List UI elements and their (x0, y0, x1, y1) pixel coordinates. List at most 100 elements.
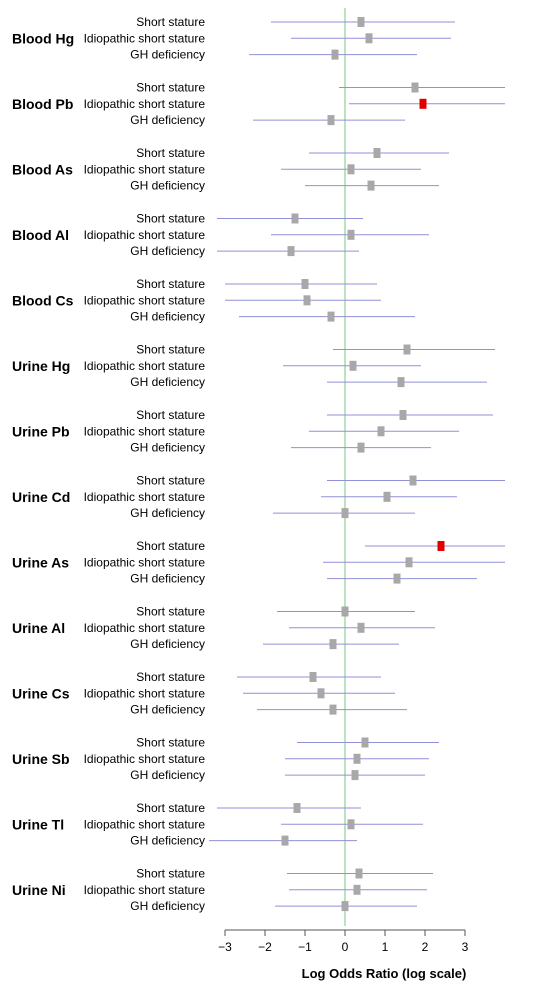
x-tick-label: −1 (298, 940, 312, 954)
row-label: Short stature (136, 474, 205, 488)
row-label: Short stature (136, 408, 205, 422)
row-label: Idiopathic short stature (84, 97, 206, 111)
group-urine-tl: Urine Tl Short stature Idiopathic short st… (12, 801, 423, 848)
point-estimate (351, 770, 359, 781)
row-label: Short stature (136, 277, 205, 291)
row-label: Short stature (136, 736, 205, 750)
point-estimate (373, 148, 381, 158)
group-label: Blood As (12, 161, 73, 177)
row-label: Idiopathic short stature (84, 490, 206, 504)
point-estimate (399, 410, 407, 420)
point-estimate (405, 557, 413, 568)
row-label: GH deficiency (130, 244, 205, 258)
row-label: Short stature (136, 212, 205, 226)
row-label: Short stature (136, 81, 205, 95)
point-estimate (329, 639, 337, 650)
point-estimate (353, 884, 361, 895)
point-estimate (281, 835, 289, 846)
group-urine-cs: Urine Cs Short stature Idiopathic short st… (12, 670, 407, 717)
point-estimate (341, 901, 349, 912)
row-label: Idiopathic short stature (84, 686, 206, 700)
row-label: Idiopathic short stature (84, 752, 206, 766)
group-label: Urine Cd (12, 489, 70, 505)
point-estimate (403, 344, 411, 355)
row-label: GH deficiency (130, 637, 205, 651)
group-label: Urine Hg (12, 358, 70, 374)
x-tick-label: 2 (422, 940, 429, 954)
point-estimate (327, 311, 335, 322)
x-axis-title: Log Odds Ratio (log scale) (302, 966, 467, 981)
group-label: Blood Cs (12, 292, 74, 308)
group-urine-hg: Urine Hg Short stature Idiopathic short st… (12, 343, 495, 389)
row-label: GH deficiency (130, 834, 205, 848)
point-estimate (329, 704, 337, 715)
row-label: Idiopathic short stature (84, 293, 206, 307)
group-label: Blood Hg (12, 30, 74, 46)
point-estimate (357, 442, 365, 453)
point-estimate (367, 180, 375, 191)
group-label: Urine As (12, 554, 69, 570)
row-label: Short stature (136, 801, 205, 815)
point-estimate (293, 803, 301, 813)
point-estimate (309, 672, 317, 682)
point-estimate-significant (419, 98, 427, 109)
point-estimate (301, 279, 309, 289)
row-label: GH deficiency (130, 572, 205, 586)
row-label: Short stature (136, 146, 205, 160)
row-label: GH deficiency (130, 113, 205, 127)
point-estimate (357, 17, 365, 27)
row-label: Idiopathic short stature (84, 31, 206, 45)
point-estimate (377, 426, 385, 437)
row-label: GH deficiency (130, 506, 205, 520)
row-label: GH deficiency (130, 48, 205, 62)
point-estimate (347, 229, 355, 240)
group-blood-as: Blood As Short stature Idiopathic short st… (12, 146, 449, 193)
point-estimate (291, 213, 299, 224)
row-label: Short stature (136, 670, 205, 684)
point-estimate (347, 819, 355, 830)
group-blood-hg: Blood Hg Short stature Idiopathic short st… (12, 15, 455, 62)
x-tick-label: −2 (258, 940, 272, 954)
group-label: Urine Tl (12, 816, 64, 832)
row-label: Idiopathic short stature (84, 883, 206, 897)
point-estimate (393, 573, 401, 584)
x-tick-label: 0 (342, 940, 349, 954)
point-estimate (397, 377, 405, 388)
point-estimate (303, 295, 311, 306)
x-tick-label: 3 (462, 940, 469, 954)
point-estimate (355, 868, 363, 879)
row-label: Idiopathic short stature (84, 162, 206, 176)
row-label: GH deficiency (130, 179, 205, 193)
row-label: Idiopathic short stature (84, 621, 206, 635)
row-label: Idiopathic short stature (84, 359, 206, 373)
group-blood-pb: Blood Pb Short stature Idiopathic short st… (12, 81, 505, 127)
group-label: Blood Al (12, 227, 69, 243)
point-estimate (383, 491, 391, 502)
row-label: Short stature (136, 15, 205, 29)
group-label: Urine Cs (12, 685, 70, 701)
group-blood-al: Blood Al Short stature Idiopathic short st… (12, 212, 429, 258)
group-urine-al: Urine Al Short stature Idiopathic short st… (12, 605, 435, 651)
point-estimate (347, 164, 355, 175)
group-label: Urine Sb (12, 751, 70, 767)
group-urine-as: Urine As Short stature Idiopathic short st… (12, 539, 505, 586)
row-label: Idiopathic short stature (84, 228, 206, 242)
x-tick-label: 1 (382, 940, 389, 954)
group-label: Urine Al (12, 620, 65, 636)
row-label: GH deficiency (130, 375, 205, 389)
point-estimate (287, 246, 295, 257)
row-label: Idiopathic short stature (84, 817, 206, 831)
point-estimate (365, 33, 373, 44)
group-urine-sb: Urine Sb Short stature Idiopathic short st… (12, 736, 439, 782)
group-urine-cd: Urine Cd Short stature Idiopathic short st… (12, 474, 505, 520)
group-urine-pb: Urine Pb Short stature Idiopathic short st… (12, 408, 493, 455)
point-estimate (317, 688, 325, 699)
point-estimate-significant (437, 541, 445, 551)
row-label: GH deficiency (130, 703, 205, 717)
row-label: GH deficiency (130, 310, 205, 324)
x-tick-label: −3 (218, 940, 232, 954)
row-label: Short stature (136, 343, 205, 357)
point-estimate (341, 508, 349, 519)
point-estimate (331, 49, 339, 60)
group-blood-cs: Blood Cs Short stature Idiopathic short st… (12, 277, 415, 324)
